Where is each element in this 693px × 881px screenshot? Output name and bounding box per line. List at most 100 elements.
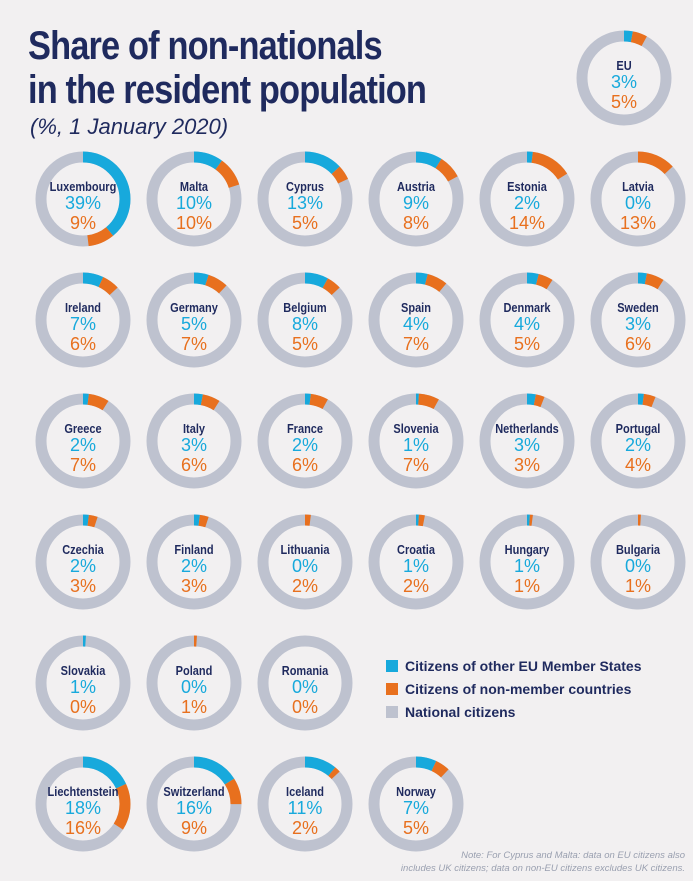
eu-citizens-segment xyxy=(257,272,353,368)
eu-citizens-segment xyxy=(35,514,131,610)
country-name: Malta xyxy=(179,180,209,194)
non-member-value: 8% xyxy=(402,213,429,233)
donut-chart xyxy=(257,272,353,368)
donut-germany: Germany 5% 7% xyxy=(144,270,244,370)
eu-citizens-segment xyxy=(257,393,353,489)
donut-chart xyxy=(146,393,242,489)
eu-citizens-value: 1% xyxy=(402,435,429,455)
eu-citizens-value: 0% xyxy=(624,193,651,213)
title-line-1: Share of non-nationals xyxy=(28,24,383,68)
eu-citizens-value: 3% xyxy=(610,72,637,92)
eu-citizens-segment xyxy=(35,393,131,489)
donut-estonia: Estonia 2% 14% xyxy=(477,149,577,249)
donut-chart xyxy=(35,756,131,852)
legend-swatch xyxy=(386,705,398,718)
donut-portugal: Portugal 2% 4% xyxy=(588,391,688,491)
country-name: Sweden xyxy=(617,301,659,315)
eu-citizens-value: 3% xyxy=(180,435,207,455)
donut-slovakia: Slovakia 1% 0% xyxy=(33,633,133,733)
non-member-value: 5% xyxy=(291,213,318,233)
donut-czechia: Czechia 2% 3% xyxy=(33,512,133,612)
eu-citizens-segment xyxy=(368,151,464,247)
donut-greece: Greece 2% 7% xyxy=(33,391,133,491)
country-name: Slovakia xyxy=(60,664,106,678)
donut-spain: Spain 4% 7% xyxy=(366,270,466,370)
eu-citizens-segment xyxy=(479,272,575,368)
donut-chart xyxy=(257,635,353,731)
donut-eu: EU 3% 5% xyxy=(574,28,674,128)
legend-item-non-member: Citizens of non-member countries xyxy=(386,677,642,700)
chart-subtitle: (%, 1 January 2020) xyxy=(30,114,229,139)
country-name: Norway xyxy=(396,785,436,799)
donut-chart xyxy=(146,635,242,731)
donut-sweden: Sweden 3% 6% xyxy=(588,270,688,370)
donut-iceland: Iceland 11% 2% xyxy=(255,754,355,854)
eu-citizens-value: 7% xyxy=(402,798,429,818)
non-member-value: 5% xyxy=(610,92,637,112)
eu-citizens-value: 1% xyxy=(513,556,540,576)
country-name: Italy xyxy=(182,422,205,436)
country-name: Croatia xyxy=(397,543,435,557)
donut-chart xyxy=(479,151,575,247)
eu-citizens-value: 5% xyxy=(180,314,207,334)
eu-citizens-segment xyxy=(35,151,131,247)
eu-citizens-value: 8% xyxy=(291,314,318,334)
eu-citizens-value: 1% xyxy=(69,677,96,697)
non-member-value: 14% xyxy=(508,213,546,233)
donut-romania: Romania 0% 0% xyxy=(255,633,355,733)
donut-chart xyxy=(368,393,464,489)
donut-belgium: Belgium 8% 5% xyxy=(255,270,355,370)
donut-chart xyxy=(146,514,242,610)
country-name: Finland xyxy=(174,543,214,557)
non-member-segment xyxy=(146,635,242,731)
country-name: Poland xyxy=(175,664,213,678)
eu-citizens-value: 2% xyxy=(180,556,207,576)
legend: Citizens of other EU Member States Citiz… xyxy=(386,654,642,723)
non-member-value: 13% xyxy=(619,213,657,233)
eu-citizens-segment xyxy=(368,393,464,489)
donut-cyprus: Cyprus 13% 5% xyxy=(255,149,355,249)
eu-citizens-segment xyxy=(35,272,131,368)
donut-latvia: Latvia 0% 13% xyxy=(588,149,688,249)
donut-chart xyxy=(35,393,131,489)
eu-citizens-segment xyxy=(35,635,131,731)
eu-citizens-segment xyxy=(35,756,131,852)
eu-citizens-value: 10% xyxy=(175,193,213,213)
donut-chart xyxy=(590,151,686,247)
non-member-value: 1% xyxy=(513,576,540,596)
non-member-value: 6% xyxy=(180,455,207,475)
donut-france: France 2% 6% xyxy=(255,391,355,491)
non-member-value: 6% xyxy=(291,455,318,475)
eu-citizens-segment xyxy=(257,151,353,247)
donut-chart xyxy=(257,393,353,489)
eu-citizens-value: 2% xyxy=(291,435,318,455)
donut-croatia: Croatia 1% 2% xyxy=(366,512,466,612)
donut-norway: Norway 7% 5% xyxy=(366,754,466,854)
donut-chart xyxy=(576,30,672,126)
eu-citizens-segment xyxy=(479,393,575,489)
non-member-value: 7% xyxy=(69,455,96,475)
eu-citizens-segment xyxy=(257,756,353,852)
country-name: Czechia xyxy=(62,543,104,557)
eu-citizens-value: 11% xyxy=(287,798,323,818)
eu-citizens-value: 16% xyxy=(175,798,213,818)
donut-lithuania: Lithuania 0% 2% xyxy=(255,512,355,612)
donut-chart xyxy=(590,393,686,489)
eu-citizens-segment xyxy=(368,514,464,610)
legend-item-eu: Citizens of other EU Member States xyxy=(386,654,642,677)
non-member-segment xyxy=(590,514,686,610)
donut-chart xyxy=(368,272,464,368)
non-member-segment xyxy=(146,756,242,852)
country-name: Austria xyxy=(397,180,435,194)
eu-citizens-value: 4% xyxy=(513,314,540,334)
donut-chart xyxy=(35,514,131,610)
non-member-value: 5% xyxy=(291,334,318,354)
donut-finland: Finland 2% 3% xyxy=(144,512,244,612)
non-member-segment xyxy=(590,151,686,247)
non-member-value: 3% xyxy=(69,576,96,596)
footnote-line-1: Note: For Cyprus and Malta: data on EU c… xyxy=(461,850,685,861)
country-name: Germany xyxy=(170,301,218,315)
eu-citizens-value: 3% xyxy=(624,314,651,334)
non-member-value: 1% xyxy=(624,576,651,596)
non-member-value: 6% xyxy=(624,334,651,354)
